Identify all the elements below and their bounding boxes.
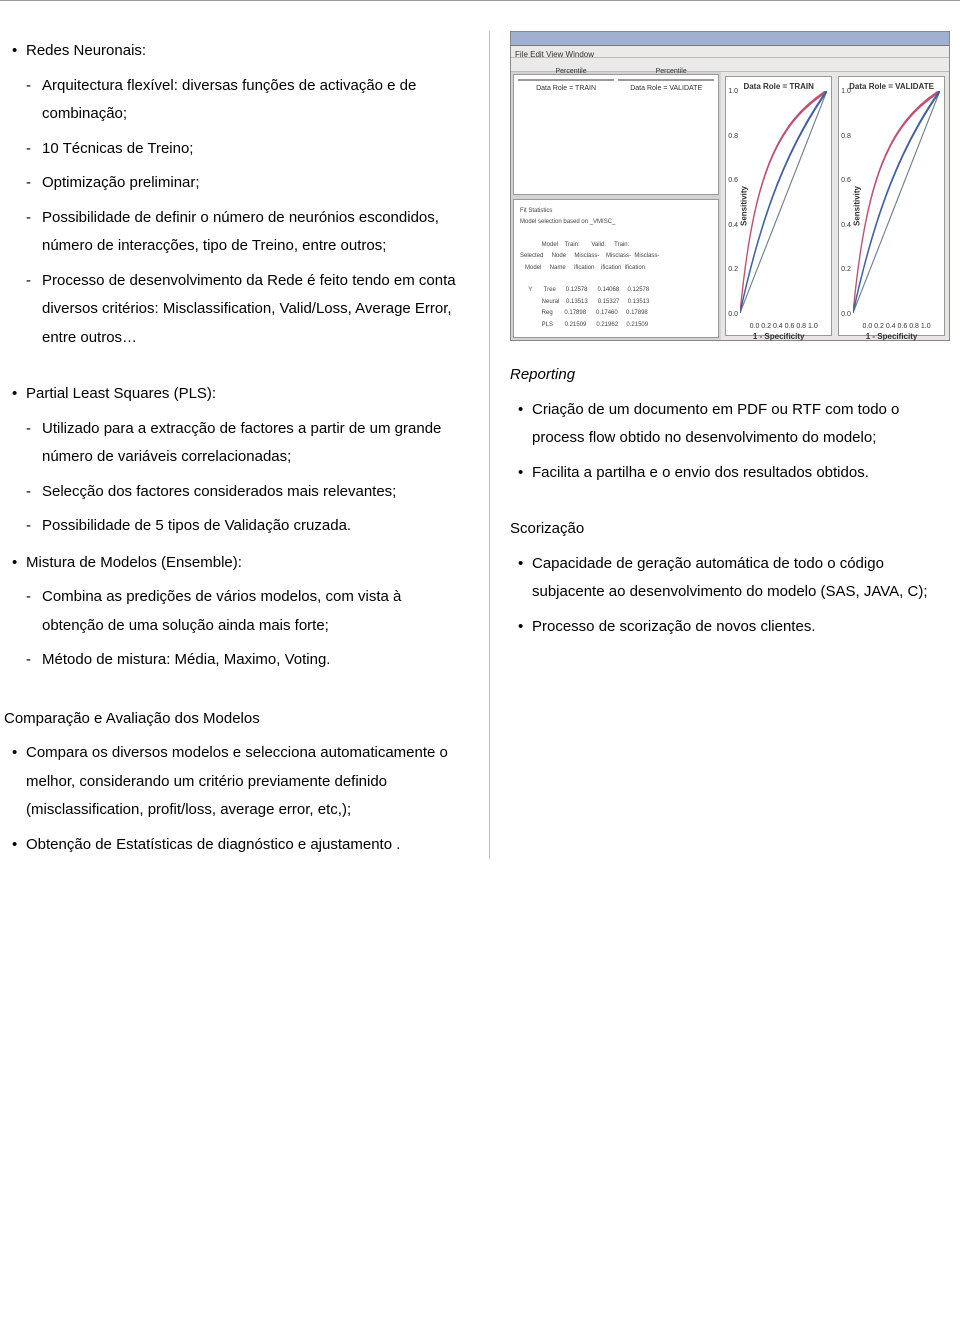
- dash: -: [26, 169, 42, 198]
- sub-item: -Método de mistura: Média, Maximo, Votin…: [4, 646, 459, 675]
- sub-item: -Combina as predições de vários modelos,…: [4, 583, 459, 640]
- left-column: • Redes Neuronais: -Arquitectura flexíve…: [0, 31, 463, 859]
- sub-text: Combina as predições de vários modelos, …: [42, 583, 459, 640]
- roc-xlabel-2: 1 - Specificity: [839, 329, 944, 344]
- dash: -: [26, 135, 42, 164]
- sub-text: Arquitectura flexível: diversas funções …: [42, 72, 459, 129]
- lift-title-2: Data Role = VALIDATE: [619, 82, 713, 95]
- dash: -: [26, 72, 42, 129]
- sub-text: Método de mistura: Média, Maximo, Voting…: [42, 646, 459, 675]
- roc-xlabel-1: 1 - Specificity: [726, 329, 831, 344]
- sub-item: -Utilizado para a extracção de factores …: [4, 415, 459, 472]
- bullet-dot: •: [510, 396, 532, 453]
- shot-menubar: File Edit View Window: [511, 46, 949, 58]
- bullet-reporting-1: • Criação de um documento em PDF ou RTF …: [510, 396, 950, 453]
- bullet-ensemble: • Mistura de Modelos (Ensemble):: [4, 549, 459, 578]
- sub-text: Possibilidade de 5 tipos de Validação cr…: [42, 512, 459, 541]
- sub-item: -Selecção dos factores considerados mais…: [4, 478, 459, 507]
- dash: -: [26, 478, 42, 507]
- shot-left-panels: Data Role = TRAIN Percentile Data Role =…: [511, 72, 721, 340]
- bullet-text: Criação de um documento em PDF ou RTF co…: [532, 396, 950, 453]
- sub-text: 10 Técnicas de Treino;: [42, 135, 459, 164]
- bullet-dot: •: [510, 459, 532, 488]
- shot-titlebar: [511, 32, 949, 46]
- bullet-text: Facilita a partilha e o envio dos result…: [532, 459, 950, 488]
- bullet-dot: •: [4, 831, 26, 860]
- sub-text: Processo de desenvolvimento da Rede é fe…: [42, 267, 459, 353]
- lift-chart-train: Data Role = TRAIN Percentile: [518, 79, 614, 81]
- bullet-scor-1: • Capacidade de geração automática de to…: [510, 550, 950, 607]
- bullet-dot: •: [510, 613, 532, 642]
- bullet-text: Obtenção de Estatísticas de diagnóstico …: [26, 831, 459, 860]
- sub-item: -Arquitectura flexível: diversas funções…: [4, 72, 459, 129]
- bullet-text: Mistura de Modelos (Ensemble):: [26, 549, 459, 578]
- roc-chart-train: Data Role = TRAIN Sensitivity 1.00.80.60…: [725, 76, 832, 336]
- bullet-dot: •: [4, 37, 26, 66]
- bullet-reporting-2: • Facilita a partilha e o envio dos resu…: [510, 459, 950, 488]
- results-screenshot: File Edit View Window Data Role = TRAIN: [510, 31, 950, 341]
- roc-chart-valid: Data Role = VALIDATE Sensitivity 1.00.80…: [838, 76, 945, 336]
- bullet-text: Partial Least Squares (PLS):: [26, 380, 459, 409]
- dash: -: [26, 512, 42, 541]
- output-text: Fit Statistics Model selection based on …: [514, 200, 718, 337]
- lift-chart-valid: Data Role = VALIDATE Percentile: [618, 79, 714, 81]
- section-title-scor: Scorização: [510, 515, 950, 544]
- sub-item: -10 Técnicas de Treino;: [4, 135, 459, 164]
- roc-svg-1: [740, 91, 827, 313]
- sub-item: -Possibilidade de definir o número de ne…: [4, 204, 459, 261]
- section-title-compare: Comparação e Avaliação dos Modelos: [4, 705, 459, 734]
- bullet-dot: •: [4, 380, 26, 409]
- lift-xlabel-1: Percentile: [533, 65, 609, 78]
- right-column: File Edit View Window Data Role = TRAIN: [489, 31, 954, 859]
- dash: -: [26, 204, 42, 261]
- bullet-redes: • Redes Neuronais:: [4, 37, 459, 66]
- bullet-dot: •: [4, 739, 26, 825]
- bullet-text: Capacidade de geração automática de todo…: [532, 550, 950, 607]
- lift-xlabel-2: Percentile: [633, 65, 709, 78]
- output-pane: Fit Statistics Model selection based on …: [513, 199, 719, 338]
- bullet-text: Redes Neuronais:: [26, 37, 459, 66]
- sub-text: Utilizado para a extracção de factores a…: [42, 415, 459, 472]
- dash: -: [26, 646, 42, 675]
- bullet-dot: •: [4, 549, 26, 578]
- dash: -: [26, 267, 42, 353]
- bullet-dot: •: [510, 550, 532, 607]
- dash: -: [26, 583, 42, 640]
- section-title-reporting: Reporting: [510, 361, 950, 390]
- bullet-text: Processo de scorização de novos clientes…: [532, 613, 950, 642]
- sub-item: -Optimização preliminar;: [4, 169, 459, 198]
- bullet-scor-2: • Processo de scorização de novos client…: [510, 613, 950, 642]
- shot-right-panels: Data Role = TRAIN Sensitivity 1.00.80.60…: [721, 72, 949, 340]
- dash: -: [26, 415, 42, 472]
- sub-text: Optimização preliminar;: [42, 169, 459, 198]
- lift-title-1: Data Role = TRAIN: [519, 82, 613, 95]
- sub-text: Possibilidade de definir o número de neu…: [42, 204, 459, 261]
- sub-text: Selecção dos factores considerados mais …: [42, 478, 459, 507]
- bullet-text: Compara os diversos modelos e selecciona…: [26, 739, 459, 825]
- sub-item: -Processo de desenvolvimento da Rede é f…: [4, 267, 459, 353]
- bullet-compare-1: • Compara os diversos modelos e seleccio…: [4, 739, 459, 825]
- roc-yticks-2: 1.00.80.60.40.20.0: [841, 85, 851, 321]
- lift-chart-pane: Data Role = TRAIN Percentile Data Role =…: [513, 74, 719, 195]
- bullet-pls: • Partial Least Squares (PLS):: [4, 380, 459, 409]
- roc-yticks-1: 1.00.80.60.40.20.0: [728, 85, 738, 321]
- roc-svg-2: [853, 91, 940, 313]
- bullet-compare-2: • Obtenção de Estatísticas de diagnóstic…: [4, 831, 459, 860]
- sub-item: -Possibilidade de 5 tipos de Validação c…: [4, 512, 459, 541]
